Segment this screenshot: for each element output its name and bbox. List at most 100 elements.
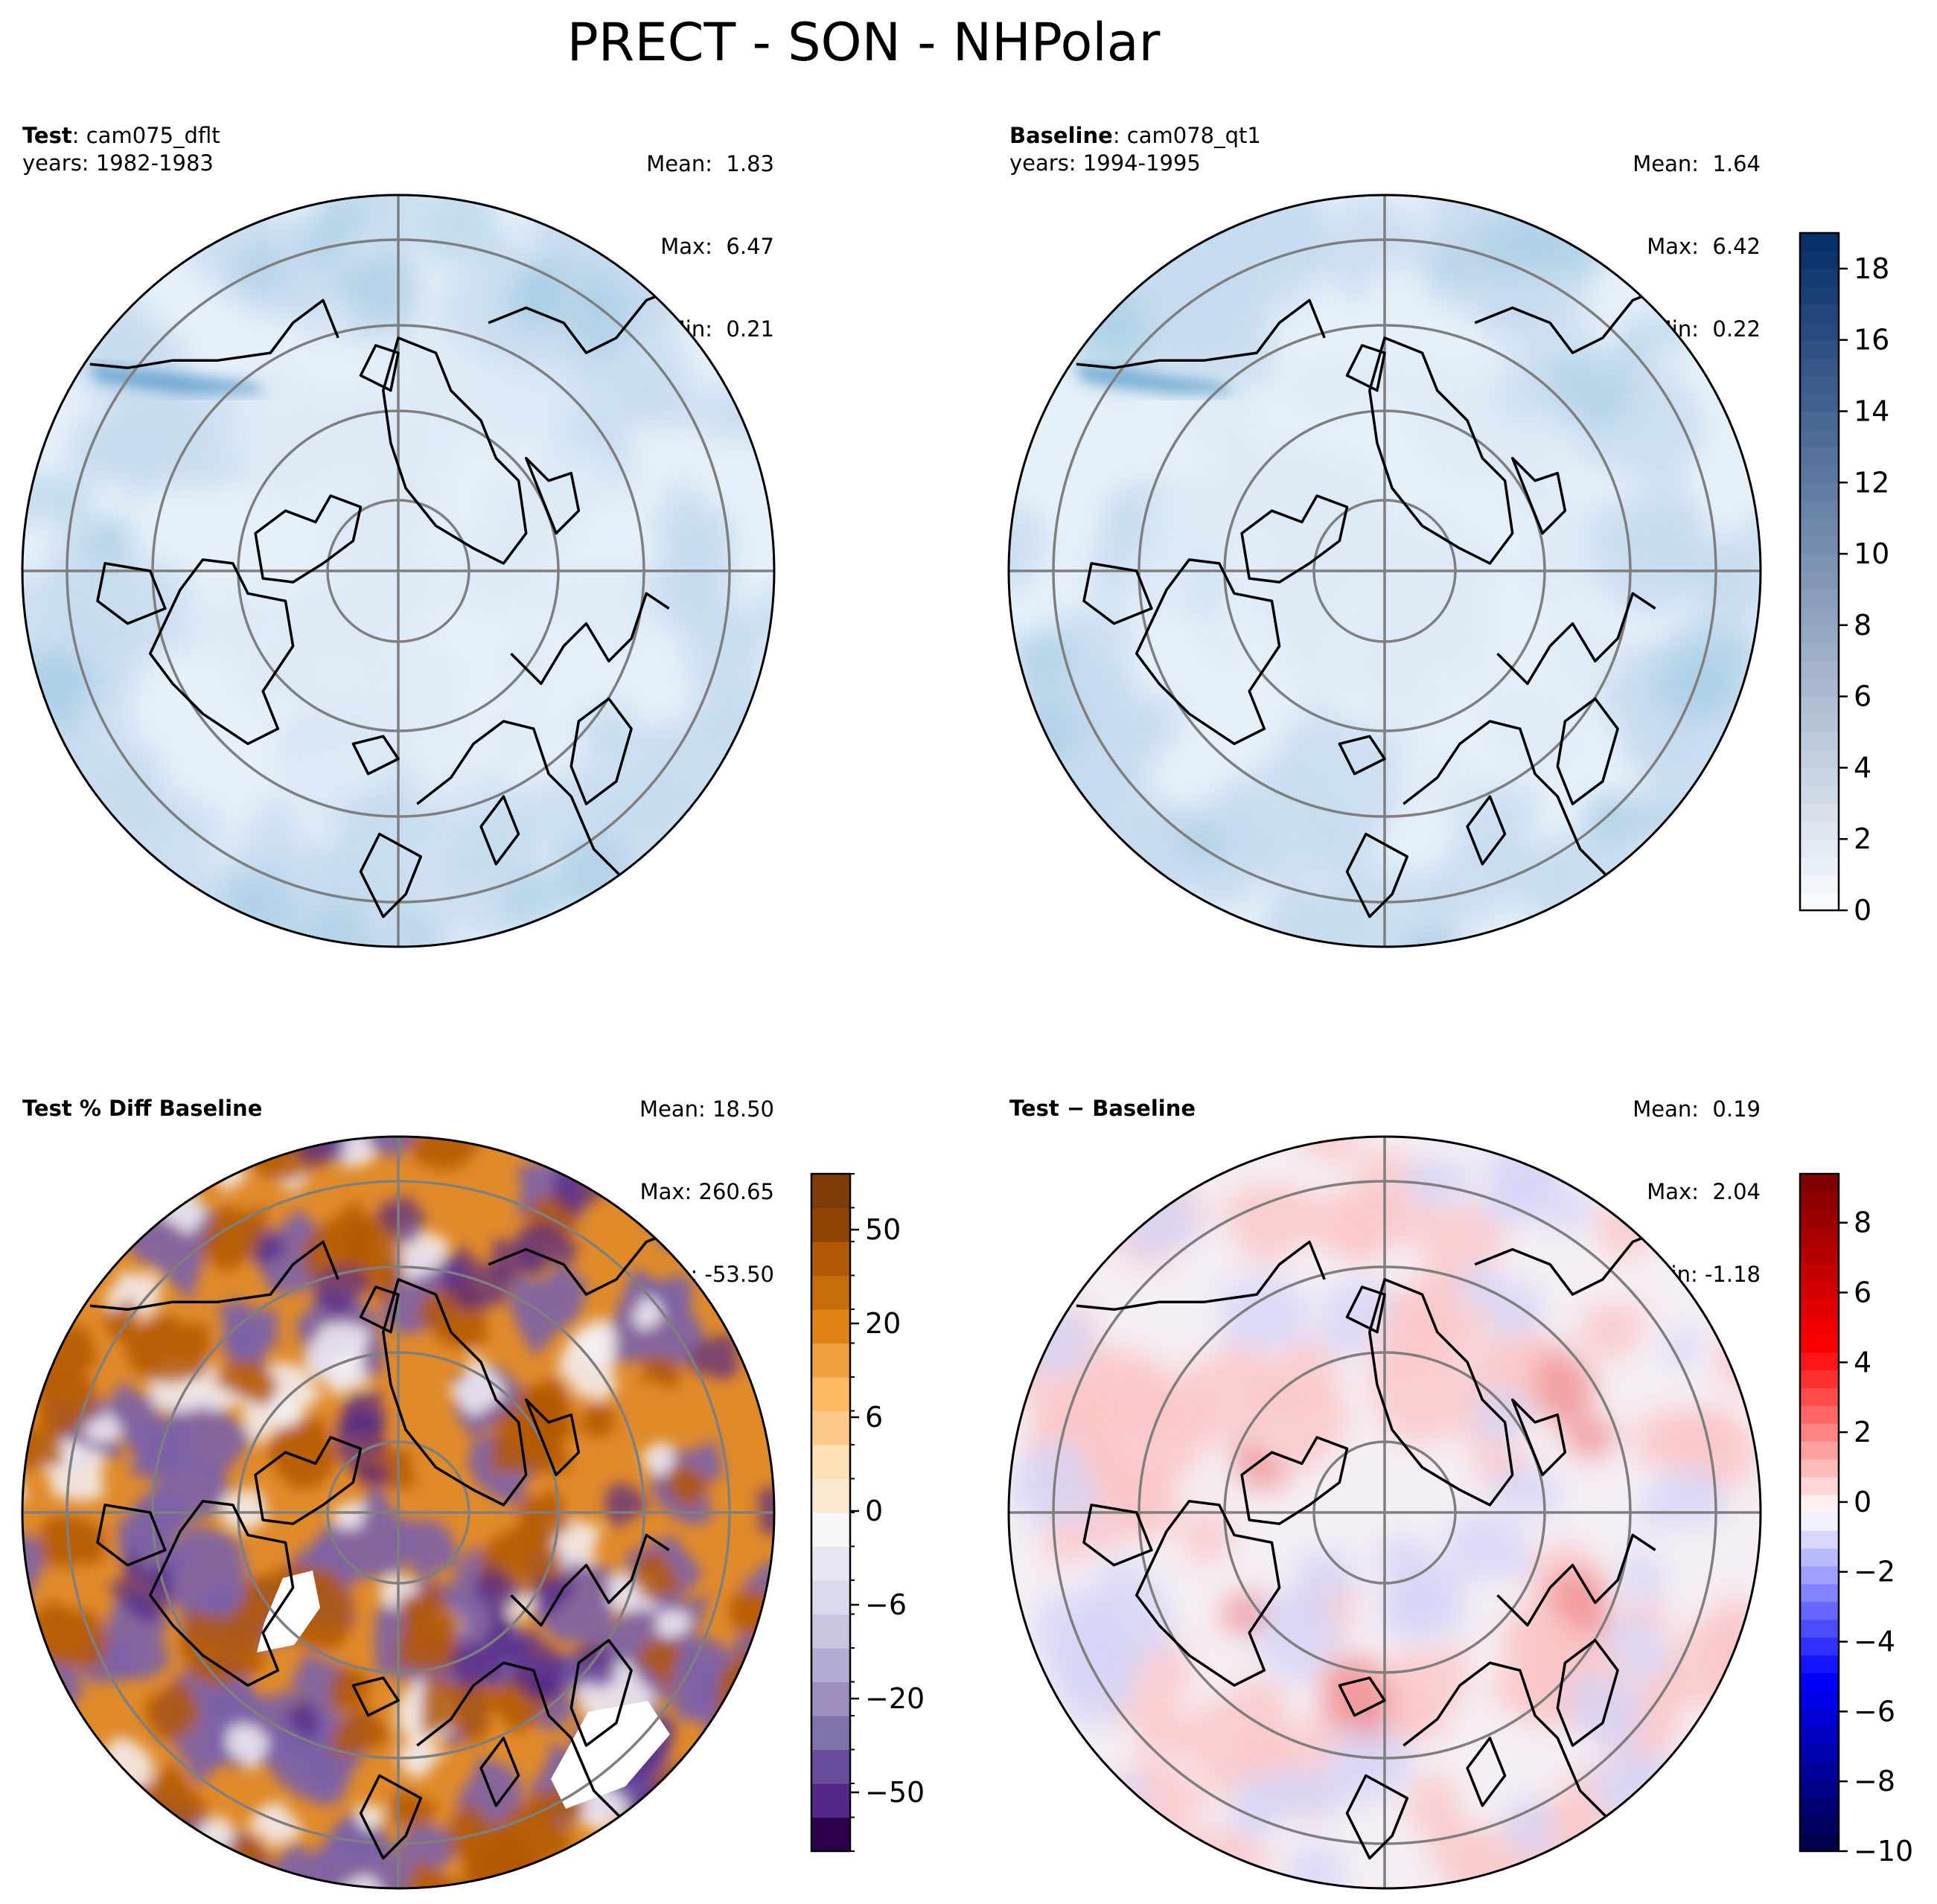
field-blob: [689, 1334, 741, 1381]
map-boundary: [21, 1135, 776, 1890]
coastline: [148, 558, 295, 746]
colorbar-segment: [811, 1546, 850, 1581]
colorbar-segment: [1800, 1370, 1839, 1388]
colorbar-segment: [1800, 1387, 1839, 1406]
colorbar-segment: [811, 1275, 850, 1310]
colorbar-tick-label: −6: [865, 1588, 907, 1621]
field-blob: [1413, 752, 1480, 817]
field-blob: [1270, 549, 1355, 629]
coastlines: [89, 1225, 685, 1860]
field-blob: [1194, 473, 1259, 546]
field-blob: [1330, 1709, 1416, 1810]
coastline: [148, 1500, 295, 1687]
colorbar-segment: [1800, 1815, 1839, 1834]
colorbar-tick-label: 12: [1854, 466, 1889, 499]
colorbar-frame: [1799, 1172, 1840, 1853]
colorbar-segment: [1800, 642, 1839, 662]
panel-years-test: years: 1982-1983: [22, 150, 214, 176]
stat-mean: Mean: 0.19: [1633, 1096, 1761, 1122]
field-blob: [178, 1600, 270, 1688]
colorbar-segment: [1800, 1174, 1839, 1192]
field-blob: [1219, 1276, 1311, 1349]
field-blob: [1084, 1440, 1181, 1541]
stat-max: Max: 6.42: [1647, 234, 1761, 259]
field-blob: [640, 1354, 680, 1389]
field-blob: [1279, 357, 1353, 426]
coastline: [359, 1285, 400, 1334]
field-blob: [281, 1698, 320, 1742]
coastline: [359, 344, 400, 392]
colorbar-tick-label: 10: [1854, 537, 1889, 570]
field-blob: [398, 1581, 465, 1644]
panel-title-baseline: Baseline: cam078_qt1: [1009, 123, 1261, 148]
field-blob: [39, 1515, 108, 1568]
stat-mean: Mean: 18.50: [639, 1096, 774, 1122]
colorbar-segment: [1800, 429, 1839, 447]
field-blob: [396, 902, 435, 947]
colorbar-segment: [811, 1377, 850, 1412]
coastline: [1510, 1398, 1567, 1477]
field-blob: [647, 473, 732, 572]
colorbar-segment: [1800, 732, 1839, 751]
colorbar-segment: [1800, 464, 1839, 483]
colorbar-tick-label: −50: [865, 1776, 925, 1809]
colorbar-segment: [1800, 857, 1839, 875]
field-blob: [634, 1638, 684, 1694]
field-blob: [395, 1819, 461, 1873]
coastline: [1338, 735, 1386, 776]
colorbar-segment: [1800, 1316, 1839, 1335]
colorbar-segment: [811, 1242, 850, 1277]
colorbar-segment: [1800, 892, 1839, 911]
coastline: [382, 1278, 528, 1507]
colorbar-segment: [811, 1411, 850, 1445]
colorbar-diff: −10 −8 −6 −4 −2 0 2 4 6 8: [1799, 1172, 1913, 1868]
coastline: [488, 284, 685, 354]
colorbar-segment: [1800, 1690, 1839, 1710]
field-blob: [485, 703, 558, 782]
coastline: [1345, 1285, 1386, 1334]
field-blob: [328, 255, 413, 336]
field-blob: [1574, 333, 1703, 481]
field-blob: [49, 1445, 106, 1502]
colorbar-tick-label: 8: [1854, 1207, 1871, 1239]
colorbar-segment: [1800, 1245, 1839, 1264]
colorbar-segment: [1800, 839, 1839, 857]
field-blob: [1109, 1372, 1216, 1478]
colorbar-tick-label: −20: [865, 1682, 925, 1715]
map-test: [21, 194, 776, 948]
coastline: [416, 720, 625, 881]
colorbar-segment: [811, 1309, 850, 1344]
field-blob: [304, 1323, 371, 1382]
coastline: [1466, 795, 1507, 866]
colorbar-segment: [1800, 1673, 1839, 1692]
colorbar-segment: [811, 1783, 850, 1818]
colorbar-tick-label: 6: [1854, 1276, 1871, 1309]
colorbar-tick-label: 0: [1854, 1486, 1871, 1518]
colorbar-segment: [1800, 1352, 1839, 1371]
colorbar-segment: [1800, 1637, 1839, 1656]
colorbar-tick-label: 20: [865, 1307, 901, 1340]
coastline: [524, 456, 581, 535]
colorbar-segment: [1800, 304, 1839, 323]
panel-title-test: Test: cam075_dflt: [22, 123, 220, 148]
colorbar-segment: [1800, 322, 1839, 341]
colorbar-frame: [1799, 231, 1840, 912]
coastline: [1082, 1504, 1153, 1567]
field-blob: [1326, 834, 1384, 912]
colorbar-segment: [1800, 714, 1839, 733]
colorbar-tick-label: 0: [1854, 894, 1871, 927]
field-blob: [639, 1443, 674, 1477]
colorbar-tick-label: 8: [1854, 609, 1871, 642]
colorbar-segment: [1800, 1798, 1839, 1816]
colorbar-segment: [1800, 482, 1839, 501]
colorbar-segment: [1800, 1780, 1839, 1798]
field-blob: [756, 1471, 774, 1536]
map-pctdiff: [21, 1135, 776, 1890]
field-blob: [1278, 1769, 1343, 1820]
colorbar-segment: [1800, 678, 1839, 697]
field-blob: [536, 555, 654, 665]
colorbar-segment: [811, 1512, 850, 1547]
coastline: [1338, 1676, 1386, 1717]
coastline: [479, 795, 520, 866]
